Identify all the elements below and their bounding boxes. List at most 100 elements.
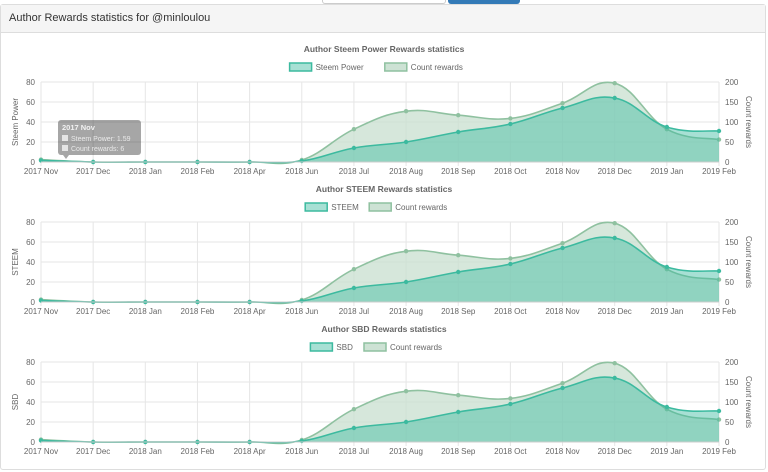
tooltip-caret [63, 155, 69, 159]
legend-label-primary: Steem Power [316, 63, 364, 72]
top-submit-button-edge[interactable] [448, 0, 520, 4]
x-tick-label: 2018 Jul [339, 447, 369, 456]
x-tick-label: 2018 Apr [234, 447, 266, 456]
x-tick-label: 2018 Feb [181, 447, 215, 456]
point-primary-5 [299, 438, 304, 444]
tooltip-swatch-1 [62, 135, 68, 141]
panel-heading: Author Rewards statistics for @minloulou [1, 5, 765, 33]
point-count-6 [351, 127, 357, 132]
x-tick-label: 2017 Dec [76, 167, 110, 176]
y-tick-label: 20 [26, 418, 35, 427]
point-primary-5 [299, 298, 304, 304]
tooltip-line-1: Steem Power: 1.59 [71, 136, 131, 143]
point-count-9 [508, 256, 513, 261]
y-tick-label: 20 [26, 278, 35, 287]
tooltip-title: 2017 Nov [62, 123, 96, 132]
legend-swatch-count [384, 62, 408, 72]
y2-tick-label: 100 [725, 398, 739, 407]
point-primary-13 [716, 128, 722, 134]
y-tick-label: 60 [26, 378, 35, 387]
x-tick-label: 2018 Jun [285, 167, 318, 176]
x-tick-label: 2017 Nov [24, 307, 58, 316]
x-tick-label: 2018 Dec [598, 307, 632, 316]
y2-axis-label: Count rewards [744, 376, 753, 428]
y-tick-label: 0 [31, 298, 36, 307]
y2-tick-label: 200 [725, 358, 739, 367]
tooltip-line-2: Count rewards: 6 [71, 146, 124, 153]
x-tick-label: 2018 Nov [545, 307, 579, 316]
x-tick-label: 2017 Dec [76, 447, 110, 456]
x-tick-label: 2018 Dec [598, 167, 632, 176]
point-count-11 [612, 221, 617, 226]
x-tick-label: 2017 Nov [24, 167, 58, 176]
x-tick-label: 2019 Jan [650, 167, 683, 176]
y2-tick-label: 150 [725, 98, 739, 107]
point-count-7 [403, 109, 409, 114]
x-tick-label: 2018 Jun [285, 447, 318, 456]
legend-label-count: Count rewards [411, 63, 463, 72]
y2-tick-label: 100 [725, 258, 739, 267]
point-primary-12 [664, 124, 670, 130]
point-primary-10 [560, 385, 565, 391]
y-tick-label: 20 [26, 138, 35, 147]
point-count-11 [612, 81, 617, 86]
y-tick-label: 60 [26, 238, 35, 247]
x-tick-label: 2018 Sep [441, 447, 476, 456]
legend-swatch-count [363, 342, 387, 352]
legend-swatch-primary [304, 202, 328, 212]
x-tick-label: 2018 Oct [494, 307, 527, 316]
point-count-9 [508, 116, 513, 121]
x-tick-label: 2018 Jul [339, 307, 369, 316]
point-primary-9 [508, 261, 513, 267]
y2-tick-label: 200 [725, 218, 739, 227]
y2-tick-label: 100 [725, 118, 739, 127]
point-primary-11 [612, 95, 617, 101]
point-count-13 [716, 277, 722, 282]
x-tick-label: 2018 Apr [234, 307, 266, 316]
y-tick-label: 80 [26, 218, 35, 227]
legend-swatch-primary [288, 62, 313, 72]
top-search-input-edge[interactable] [322, 0, 446, 4]
x-tick-label: 2018 Sep [441, 307, 476, 316]
legend-label-primary: SBD [336, 343, 353, 352]
y2-tick-label: 150 [725, 238, 739, 247]
point-count-6 [351, 407, 357, 412]
point-primary-5 [299, 158, 304, 164]
y2-tick-label: 0 [725, 298, 730, 307]
point-primary-8 [456, 129, 461, 135]
y2-tick-label: 150 [725, 378, 739, 387]
x-tick-label: 2018 Jan [129, 307, 162, 316]
x-tick-label: 2018 Apr [234, 167, 266, 176]
point-count-6 [351, 267, 357, 272]
legend-swatch-primary [309, 342, 334, 352]
x-tick-label: 2018 Nov [545, 167, 579, 176]
x-tick-label: 2019 Feb [702, 167, 736, 176]
x-tick-label: 2017 Dec [76, 307, 110, 316]
x-tick-label: 2019 Feb [702, 447, 736, 456]
series-area-primary [41, 97, 719, 163]
y2-tick-label: 0 [725, 158, 730, 167]
chart-title: Author STEEM Rewards statistics [316, 184, 453, 194]
x-tick-label: 2017 Nov [24, 447, 58, 456]
chart-title: Author SBD Rewards statistics [321, 324, 446, 334]
point-primary-9 [508, 121, 513, 127]
point-primary-13 [716, 408, 722, 414]
point-primary-13 [716, 268, 722, 274]
legend-swatch-count [368, 202, 392, 212]
point-primary-6 [351, 285, 357, 291]
point-primary-7 [403, 279, 409, 285]
legend-label-primary: STEEM [331, 203, 359, 212]
point-count-8 [456, 393, 461, 398]
x-tick-label: 2019 Feb [702, 307, 736, 316]
chart-legend: SBD Count rewards [309, 342, 442, 352]
y-axis-label: Steem Power [11, 98, 20, 146]
x-tick-label: 2018 Nov [545, 447, 579, 456]
point-count-7 [403, 389, 409, 394]
point-count-10 [560, 381, 565, 386]
x-tick-label: 2019 Jan [650, 307, 683, 316]
x-tick-label: 2018 Jan [129, 447, 162, 456]
point-count-13 [716, 137, 722, 142]
point-count-11 [612, 361, 617, 366]
x-tick-label: 2018 Jun [285, 307, 318, 316]
